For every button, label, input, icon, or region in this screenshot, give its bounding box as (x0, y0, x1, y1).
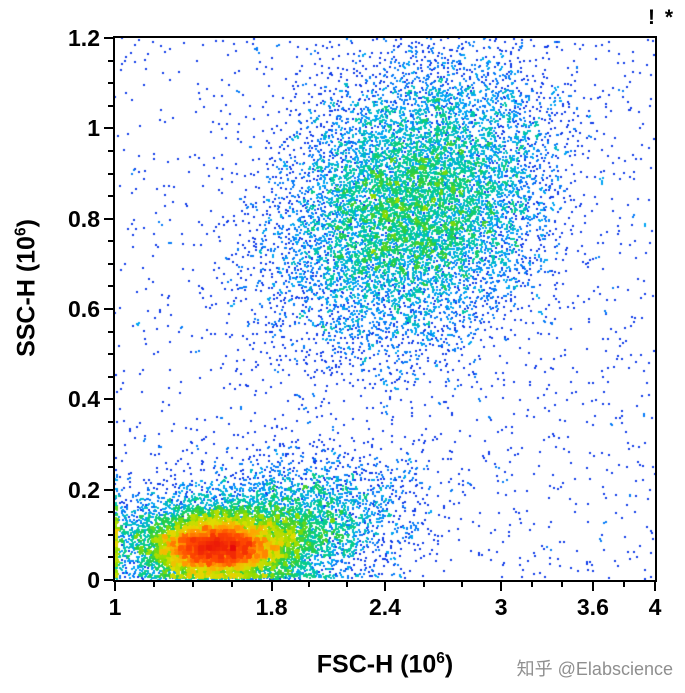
x-tick (114, 582, 116, 591)
y-tick-label: 1.2 (68, 25, 100, 51)
y-tick-label: 0 (87, 567, 100, 593)
x-tick-label: 3 (494, 594, 508, 620)
y-minor-tick (108, 104, 113, 107)
x-tick (500, 582, 503, 591)
y-minor-tick (108, 420, 113, 423)
x-tick (384, 582, 386, 591)
y-tick (104, 308, 113, 310)
x-tick (591, 582, 594, 591)
y-minor-tick (108, 511, 113, 514)
y-minor-tick (108, 195, 113, 198)
y-minor-tick (108, 556, 113, 559)
y-axis-label-exponent: 6 (12, 227, 30, 237)
x-axis-label-close: ) (444, 650, 454, 679)
y-axis-label: SSC-H (106) (12, 219, 41, 357)
y-tick (104, 37, 113, 39)
x-minor-tick (530, 582, 533, 587)
y-tick-label: 0.6 (68, 296, 100, 322)
y-minor-tick (108, 172, 113, 175)
watermark: 知乎 @Elabscience (516, 659, 673, 679)
y-minor-tick (108, 82, 113, 85)
x-tick-label: 4 (648, 594, 662, 620)
x-minor-tick (308, 582, 311, 587)
plot-annotation: ! * (648, 6, 675, 29)
x-minor-tick (561, 582, 564, 587)
y-minor-tick (108, 375, 113, 378)
x-minor-tick (231, 582, 234, 587)
y-minor-tick (108, 149, 113, 152)
y-minor-tick (108, 533, 113, 536)
y-minor-tick (108, 330, 113, 333)
plot-area (113, 36, 657, 582)
x-axis-label-text: FSC-H (10 (316, 650, 437, 679)
x-axis-label: FSC-H (106) (317, 650, 453, 679)
x-axis-label-exponent: 6 (436, 650, 445, 667)
y-tick-label: 1 (87, 115, 100, 142)
x-tick-label: 2.4 (369, 594, 401, 620)
y-tick (104, 217, 113, 220)
y-tick (104, 488, 113, 491)
y-minor-tick (108, 285, 113, 288)
x-tick-label: 3.6 (576, 594, 609, 620)
y-minor-tick (108, 443, 113, 446)
x-minor-tick (422, 582, 425, 587)
x-minor-tick (461, 582, 464, 587)
y-tick-label: 0.4 (68, 386, 100, 413)
x-tick-label: 1.8 (255, 594, 288, 620)
y-tick (104, 127, 113, 130)
y-minor-tick (108, 262, 113, 265)
x-minor-tick (346, 582, 349, 587)
y-minor-tick (108, 59, 113, 62)
y-minor-tick (108, 353, 113, 356)
x-tick (654, 582, 656, 591)
scatter-canvas (115, 38, 655, 580)
x-minor-tick (192, 582, 195, 587)
y-minor-tick (108, 466, 113, 469)
y-axis-label-close: ) (12, 219, 41, 228)
y-tick (104, 579, 113, 581)
y-axis-label-text: SSC-H (10 (12, 236, 41, 357)
x-tick (270, 582, 273, 591)
y-tick-label: 0.2 (68, 476, 100, 503)
y-minor-tick (108, 240, 113, 243)
y-tick (104, 398, 113, 401)
x-tick-label: 1 (108, 594, 122, 620)
y-tick-label: 0.8 (68, 205, 100, 232)
x-minor-tick (153, 582, 156, 587)
x-minor-tick (622, 582, 625, 587)
